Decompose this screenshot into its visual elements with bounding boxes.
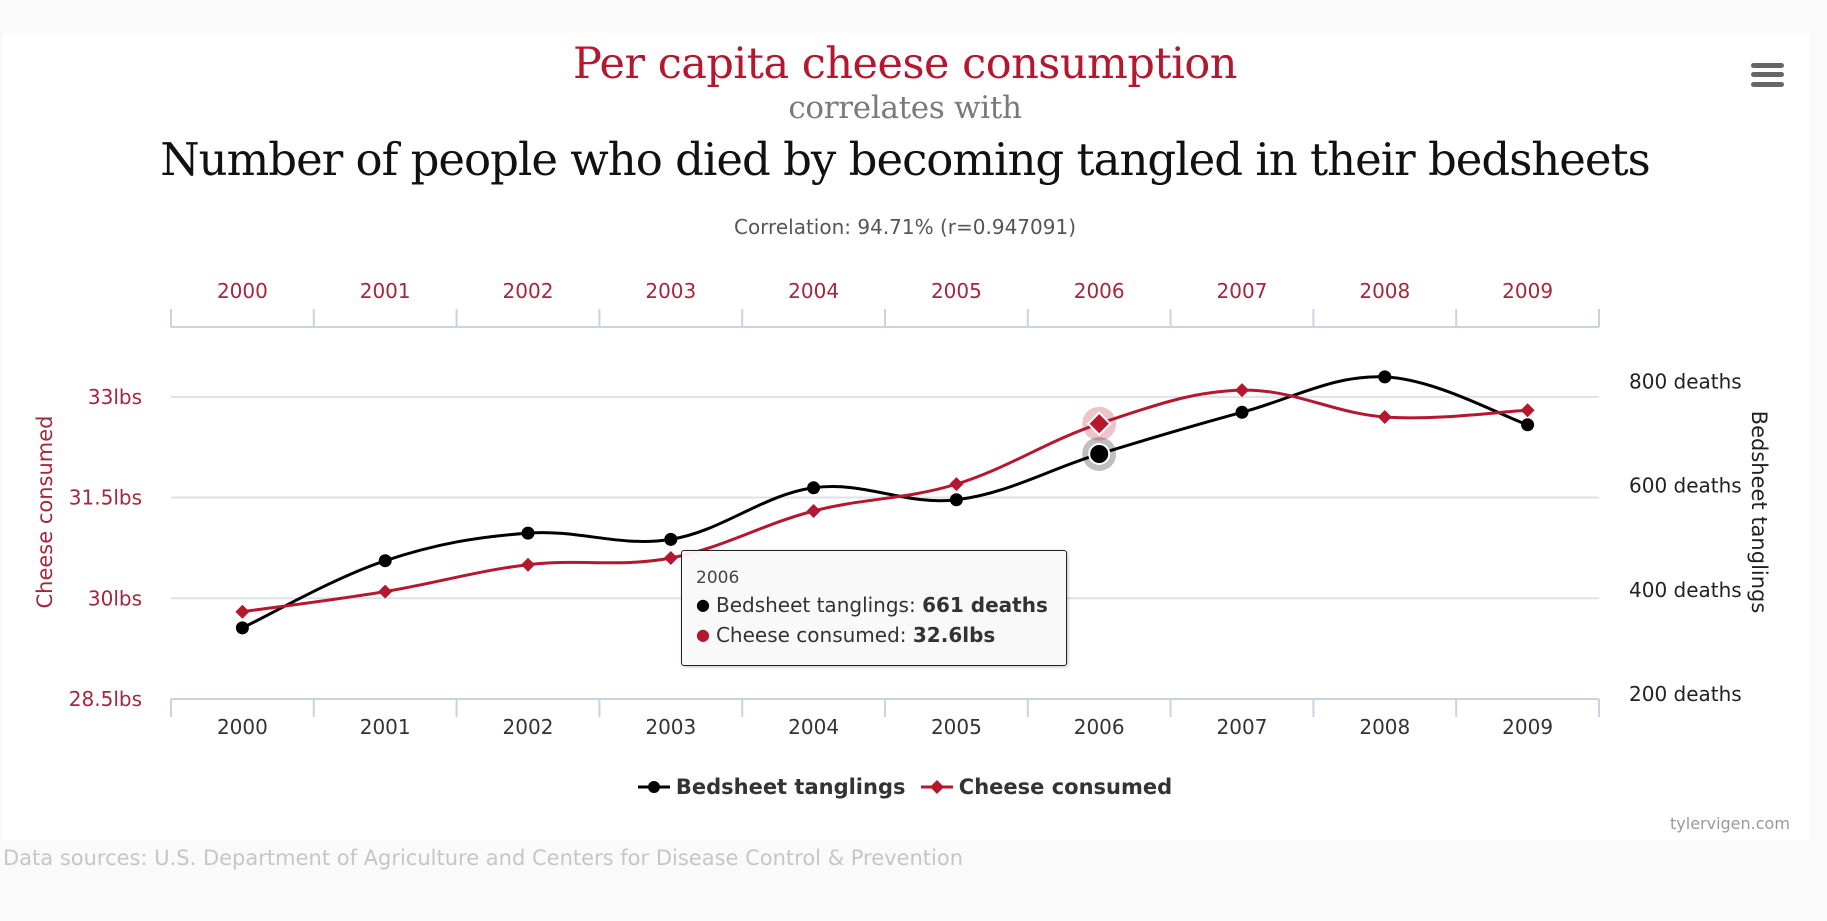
- data-point-bedsheet-tanglings: [807, 481, 821, 495]
- hamburger-menu-icon: [1751, 63, 1784, 68]
- data-point-cheese-consumed: [949, 477, 964, 492]
- x-axis-bottom-label: 2001: [360, 715, 411, 739]
- x-axis-top-label: 2005: [931, 279, 982, 303]
- x-axis-bottom-label: 2008: [1359, 715, 1410, 739]
- y-axis-right-title: Bedsheet tanglings: [1747, 411, 1771, 614]
- series-line-cheese-consumed: [242, 388, 1528, 614]
- credit-link[interactable]: tylervigen.com: [1670, 814, 1790, 833]
- legend-label: Bedsheet tanglings: [675, 775, 906, 799]
- tooltip-year: 2006: [696, 568, 740, 588]
- tooltip-value: 661 deaths: [922, 593, 1048, 617]
- y-axis-left-label: 33lbs: [88, 385, 142, 409]
- data-point-cheese-consumed: [378, 584, 393, 599]
- data-point-bedsheet-tanglings: [664, 532, 678, 546]
- y-axis-left-label: 30lbs: [88, 586, 142, 610]
- data-point-cheese-consumed: [235, 604, 250, 619]
- correlation-subtitle: Correlation: 94.71% (r=0.947091): [733, 215, 1076, 239]
- data-point-bedsheet-tanglings: [949, 493, 963, 507]
- data-point-bedsheet-tanglings: [1521, 418, 1535, 432]
- hamburger-menu-icon-bar: [1751, 72, 1784, 77]
- legend-label: Cheese consumed: [958, 775, 1173, 799]
- data-point-bedsheet-tanglings: [1378, 370, 1392, 384]
- data-point-cheese-consumed: [1520, 403, 1535, 418]
- x-axis-top-label: 2009: [1502, 279, 1553, 303]
- data-point-bedsheet-tanglings: [235, 621, 249, 635]
- x-axis-top-label: 2006: [1074, 279, 1125, 303]
- legend-diamond-marker-icon: [920, 780, 953, 794]
- x-axis-top-label: 2007: [1217, 279, 1268, 303]
- data-point-cheese-consumed: [521, 557, 535, 572]
- data-point-cheese-consumed: [1086, 411, 1112, 437]
- x-axis-bottom-label: 2000: [217, 715, 268, 739]
- x-axis-bottom-label: 2003: [645, 715, 696, 739]
- data-sources: Data sources: U.S. Department of Agricul…: [3, 846, 964, 870]
- legend-item-cheese[interactable]: Cheese consumed: [920, 775, 1173, 799]
- data-point-cheese-consumed: [806, 503, 821, 518]
- y-axis-right-label: 600 deaths: [1629, 474, 1742, 498]
- x-axis-bottom-label: 2009: [1502, 715, 1553, 739]
- tooltip-value: 32.6lbs: [912, 623, 996, 647]
- y-axis-right-label: 200 deaths: [1629, 682, 1742, 706]
- data-point-cheese-consumed: [1235, 383, 1249, 398]
- hamburger-menu-button[interactable]: [1746, 58, 1790, 94]
- hamburger-menu-icon-bar: [1751, 82, 1784, 87]
- series-line-bedsheet-tanglings: [241, 375, 1529, 630]
- data-point-bedsheet-tanglings: [1088, 442, 1111, 465]
- legend-circle-marker-icon: [637, 781, 670, 793]
- series-dot-icon: ●: [696, 625, 710, 644]
- tooltip-row-cheese: ● Cheese consumed: 32.6lbs: [696, 620, 1052, 650]
- tooltip-label: Cheese consumed:: [715, 623, 913, 647]
- x-axis-bottom-label: 2002: [503, 715, 554, 739]
- data-point-bedsheet-tanglings: [1235, 405, 1249, 419]
- data-point-bedsheet-tanglings: [378, 554, 392, 568]
- chart-title-primary: Per capita cheese consumption: [573, 39, 1237, 89]
- x-axis-top-label: 2008: [1359, 279, 1410, 303]
- chart-panel: [3, 33, 1810, 840]
- chart-title-connector: correlates with: [788, 90, 1022, 126]
- tooltip: 2006 ● Bedsheet tanglings: 661 deaths ● Ch…: [681, 550, 1067, 666]
- y-axis-right-label: 800 deaths: [1629, 370, 1742, 394]
- x-axis-bottom-label: 2006: [1074, 715, 1125, 739]
- y-axis-left-title: Cheese consumed: [33, 415, 57, 608]
- tooltip-row-bedsheet: ● Bedsheet tanglings: 661 deaths: [696, 590, 1052, 620]
- legend-item-bedsheet[interactable]: Bedsheet tanglings: [637, 775, 906, 799]
- series-dot-icon: ●: [696, 595, 710, 614]
- x-axis-bottom-label: 2005: [931, 715, 982, 739]
- x-axis-bottom-label: 2004: [788, 715, 839, 739]
- x-axis-top-label: 2002: [503, 279, 554, 303]
- legend: Bedsheet tanglings Cheese consumed: [0, 775, 1810, 800]
- y-axis-left-label: 28.5lbs: [69, 687, 142, 711]
- x-axis-top-label: 2003: [645, 279, 696, 303]
- chart-title-secondary: Number of people who died by becoming ta…: [160, 133, 1650, 186]
- x-axis-top-label: 2000: [217, 279, 268, 303]
- x-axis-top-label: 2004: [788, 279, 839, 303]
- y-axis-left-label: 31.5lbs: [69, 486, 142, 510]
- y-axis-right-label: 400 deaths: [1629, 578, 1742, 602]
- x-axis-top-label: 2001: [360, 279, 411, 303]
- tooltip-label: Bedsheet tanglings:: [715, 593, 923, 617]
- data-point-cheese-consumed: [1377, 409, 1392, 424]
- data-point-bedsheet-tanglings: [521, 526, 535, 540]
- x-axis-bottom-label: 2007: [1217, 715, 1268, 739]
- data-point-cheese-consumed: [663, 550, 678, 565]
